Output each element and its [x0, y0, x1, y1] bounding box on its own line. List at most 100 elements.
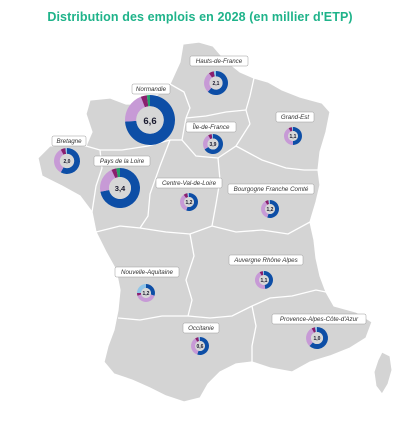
donut-segment [100, 169, 116, 192]
border-normandie-hdf [169, 83, 191, 119]
donut-segment [208, 71, 215, 78]
region-borders [85, 77, 327, 362]
region-label-box [155, 177, 223, 189]
donut-provence-alpes-cote-d-azur: 1,0 [306, 327, 328, 350]
donut-bretagne: 2,0 [54, 148, 81, 174]
region-label-box [275, 111, 315, 123]
donut-segment [291, 127, 293, 132]
border-naq-occ [117, 315, 188, 321]
donut-center [141, 288, 151, 298]
donut-value: 2,0 [64, 159, 71, 165]
donut-value: 1,1 [290, 134, 297, 140]
region-label-box [185, 121, 237, 133]
donut-center [184, 197, 194, 207]
donut-segment [137, 294, 155, 302]
donut-value: 0,6 [197, 344, 204, 350]
donut-pays-de-la-loire: 3,4 [100, 168, 141, 209]
region-label-ile-de-france: Île-de-France [185, 121, 237, 133]
region-labels: Hauts-de-France Normandie Île-de-France Gra… [51, 55, 367, 334]
donut-segment [140, 95, 149, 108]
region-label-box [227, 183, 315, 195]
region-label-text: Bretagne [56, 138, 82, 145]
donut-segment [203, 73, 213, 92]
region-label-text: Auvergne Rhône Alpes [233, 257, 297, 264]
border-ge-bfc [235, 145, 320, 171]
donut-nouvelle-aquitaine: 1,2 [137, 284, 156, 302]
region-label-text: Hauts-de-France [196, 58, 243, 65]
donut-segment [213, 71, 216, 77]
border-bretagne [85, 145, 103, 213]
donut-segment [202, 135, 211, 150]
donut-value: 1,0 [314, 336, 321, 342]
donut-segment [306, 328, 315, 347]
donut-segment [180, 194, 188, 211]
border-occ-paca [251, 305, 257, 362]
donut-segment [60, 148, 67, 155]
donut-segment [146, 284, 156, 296]
donut-bourgogne-franche-comte: 1,2 [261, 200, 280, 219]
donut-segment [288, 127, 293, 132]
donut-value: 2,1 [213, 81, 220, 87]
region-label-text: Centre-Val-de-Loire [162, 180, 217, 187]
donut-segment [262, 271, 264, 276]
donut-segment [204, 134, 223, 154]
region-label-box [189, 55, 249, 67]
donut-segment [264, 271, 274, 289]
donut-segment [293, 127, 302, 145]
donut-center [310, 331, 324, 345]
region-label-hauts-de-france: Hauts-de-France [189, 55, 249, 67]
donut-value: 6,6 [143, 116, 156, 127]
donut-segment [207, 71, 229, 96]
region-label-text: Bourgogne Franche Comté [234, 186, 309, 193]
donut-value: 1,2 [186, 200, 193, 206]
donut-segment [195, 337, 200, 342]
corsica-island [373, 351, 393, 395]
donut-value: 1,1 [261, 278, 268, 284]
border-ara-occ [187, 305, 253, 319]
donut-auvergne-rhone-alpes: 1,1 [254, 271, 274, 290]
donut-segment [259, 271, 264, 276]
region-label-normandie: Normandie [131, 83, 171, 95]
donut-segment [124, 96, 145, 122]
donut-center [59, 153, 75, 169]
donut-segment [197, 337, 210, 356]
border-hdf-idf [185, 109, 247, 119]
donut-segment [187, 193, 189, 198]
region-label-box [228, 254, 304, 266]
donut-segment [60, 148, 81, 174]
region-label-text: Nouvelle-Aquitaine [121, 269, 173, 276]
donut-center [209, 76, 223, 90]
donut-segment [183, 193, 189, 198]
donut-center [136, 106, 164, 134]
donut-segment [311, 327, 316, 333]
donut-segment [314, 327, 317, 333]
region-label-bretagne: Bretagne [51, 135, 87, 147]
region-label-pays-de-la-loire: Pays de la Loire [93, 155, 151, 167]
region-label-box [131, 83, 171, 95]
border-normandie-pdl [100, 139, 182, 151]
border-bfc-ara [211, 221, 311, 235]
region-label-box [93, 155, 151, 167]
border-pdl-centre [139, 139, 171, 229]
region-label-bourgogne-franche-comte: Bourgogne Franche Comté [227, 183, 315, 195]
donut-segment [208, 134, 213, 140]
map-title: Distribution des emplois en 2028 (en mil… [47, 10, 353, 24]
donut-segment [254, 272, 266, 290]
region-label-text: Provence-Alpes-Côte-d'Azur [280, 316, 359, 323]
donut-center [207, 138, 219, 150]
region-label-text: Pays de la Loire [100, 158, 145, 165]
donut-segment [191, 338, 199, 355]
donut-segment [146, 95, 150, 107]
donut-grand-est: 1,1 [284, 127, 302, 145]
donut-value: 3,4 [115, 184, 126, 193]
region-label-centre-val-de-loire: Centre-Val-de-Loire [155, 177, 223, 189]
border-naq-ara [185, 233, 195, 317]
donut-value: 1,2 [267, 207, 274, 213]
region-label-nouvelle-aquitaine: Nouvelle-Aquitaine [114, 266, 180, 278]
border-centre-bfc [211, 157, 221, 227]
region-label-box [114, 266, 180, 278]
donut-segment [186, 193, 198, 211]
region-label-box [271, 313, 367, 325]
donut-ile-de-france: 3,9 [202, 134, 223, 154]
